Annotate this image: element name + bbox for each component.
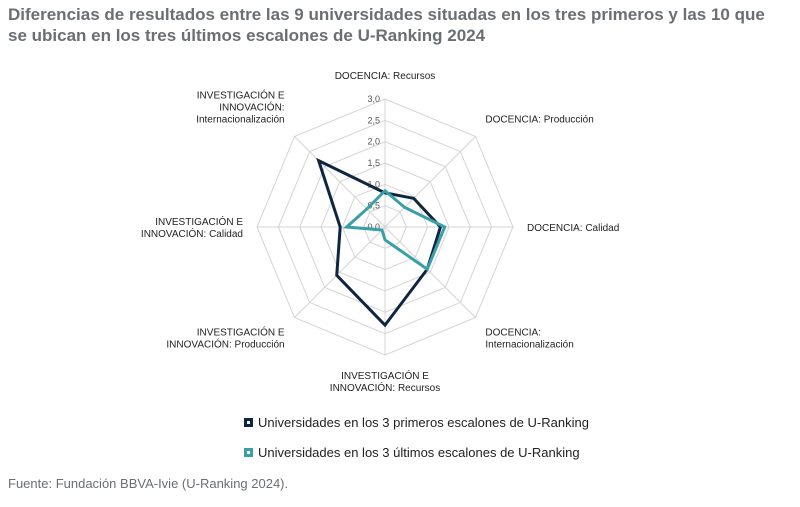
legend-label-bottom: Universidades en los 3 últimos escalones…	[258, 444, 580, 460]
tick-label-0: 0,0	[367, 222, 380, 232]
legend-item-bottom: Universidades en los 3 últimos escalones…	[244, 443, 589, 461]
legend-swatch-bottom	[244, 447, 253, 457]
tick-label-3: 1,5	[367, 158, 380, 168]
legend: Universidades en los 3 primeros escalone…	[244, 413, 589, 473]
axis-label-2: DOCENCIA: Calidad	[527, 223, 619, 234]
spoke-1	[384, 136, 476, 228]
axis-label-0: DOCENCIA: Recursos	[335, 71, 436, 82]
axis-label-1: DOCENCIA: Producción	[485, 115, 593, 126]
tick-label-1: 0,5	[367, 201, 380, 211]
series-line-0	[316, 157, 443, 328]
legend-item-top: Universidades en los 3 primeros escalone…	[244, 413, 589, 431]
tick-label-5: 2,5	[367, 115, 380, 125]
tick-label-2: 1,0	[367, 179, 380, 189]
radar-chart: 0,0 0,5 1,0 1,5 2,0 2,5 3,0 DOCENCIA: Recursos D…	[141, 71, 619, 394]
axis-label-7: INVESTIGACIÓN E INNOVACIÓN: Internacionali…	[196, 89, 285, 126]
spoke-7	[294, 136, 386, 228]
legend-label-top: Universidades en los 3 primeros escalone…	[258, 414, 589, 430]
chart-title: Diferencias de resultados entre las 9 un…	[8, 5, 765, 45]
axis-label-3: DOCENCIA: Internacionalización	[485, 327, 573, 350]
spoke-5	[294, 226, 386, 318]
source-note: Fuente: Fundación BBVA-Ivie (U-Ranking 2…	[8, 476, 289, 491]
axis-label-4: INVESTIGACIÓN E INNOVACIÓN: Recursos	[330, 369, 440, 394]
tick-label-4: 2,0	[367, 137, 380, 147]
spoke-3	[384, 226, 476, 318]
axis-label-6: INVESTIGACIÓN E INNOVACIÓN: Calidad	[141, 215, 243, 240]
legend-swatch-top	[244, 417, 253, 427]
axis-label-5: INVESTIGACIÓN E INNOVACIÓN: Producción	[166, 325, 285, 350]
series-line-1	[343, 188, 447, 272]
tick-label-6: 3,0	[367, 94, 380, 104]
